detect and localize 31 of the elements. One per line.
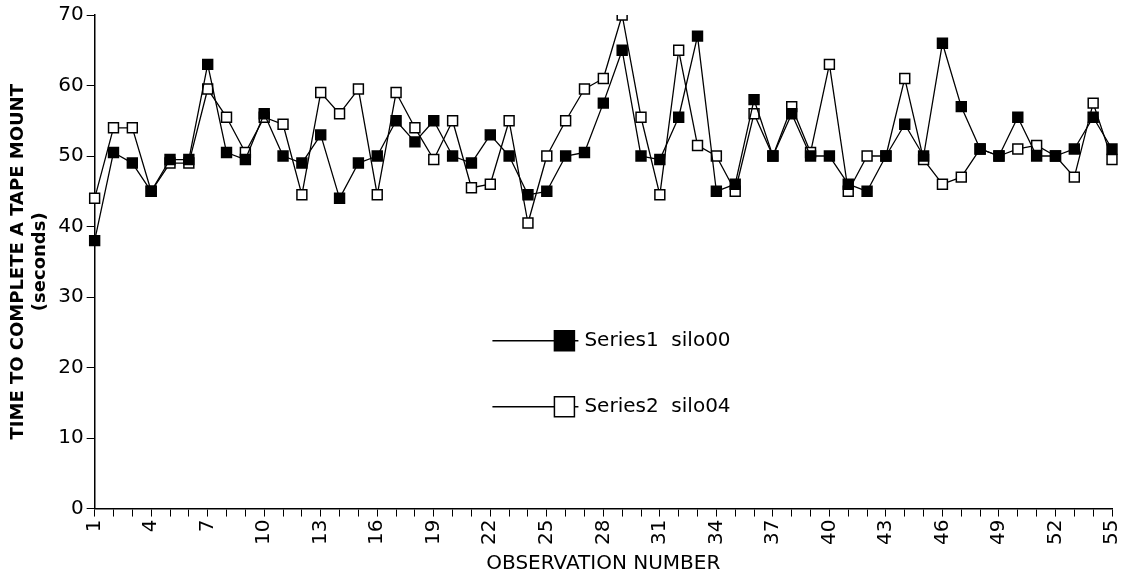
x-tick-label: 40 xyxy=(815,519,840,545)
y-tick-label: 30 xyxy=(58,283,84,308)
y-tick-label: 40 xyxy=(58,212,84,237)
x-tick-label: 49 xyxy=(985,519,1010,545)
x-tick-label: 28 xyxy=(589,519,614,545)
x-tick-label: 13 xyxy=(306,519,331,545)
x-tick-label: 43 xyxy=(872,519,897,545)
x-tick-label: 7 xyxy=(193,519,218,533)
x-tick-label: 22 xyxy=(476,519,501,545)
x-tick-label: 16 xyxy=(363,519,388,545)
legend-label: Series2 silo04 xyxy=(584,392,731,417)
legend-label: Series1 silo00 xyxy=(584,326,731,351)
x-tick-label: 10 xyxy=(250,519,275,545)
x-axis-title: OBSERVATION NUMBER xyxy=(486,550,721,575)
y-tick-label: 50 xyxy=(58,142,84,167)
x-tick-label: 37 xyxy=(759,519,784,545)
y-tick-label: 20 xyxy=(58,353,84,378)
x-tick-label: 4 xyxy=(137,519,162,533)
y-tick-label: 60 xyxy=(58,71,84,96)
x-tick-label: 19 xyxy=(419,519,444,545)
x-tick-label: 25 xyxy=(533,519,558,545)
x-tick-label: 55 xyxy=(1098,519,1123,545)
y-tick-label: 0 xyxy=(70,494,84,519)
y-axis-title: TIME TO COMPLETE A TAPE MOUNT (seconds) xyxy=(6,83,50,440)
y-tick-label: 10 xyxy=(58,424,84,449)
y-tick-label: 70 xyxy=(58,1,84,26)
x-tick-label: 52 xyxy=(1041,519,1066,545)
x-tick-label: 31 xyxy=(646,519,671,545)
x-tick-label: 1 xyxy=(80,519,105,533)
x-tick-label: 46 xyxy=(928,519,953,545)
x-tick-label: 34 xyxy=(702,519,727,545)
